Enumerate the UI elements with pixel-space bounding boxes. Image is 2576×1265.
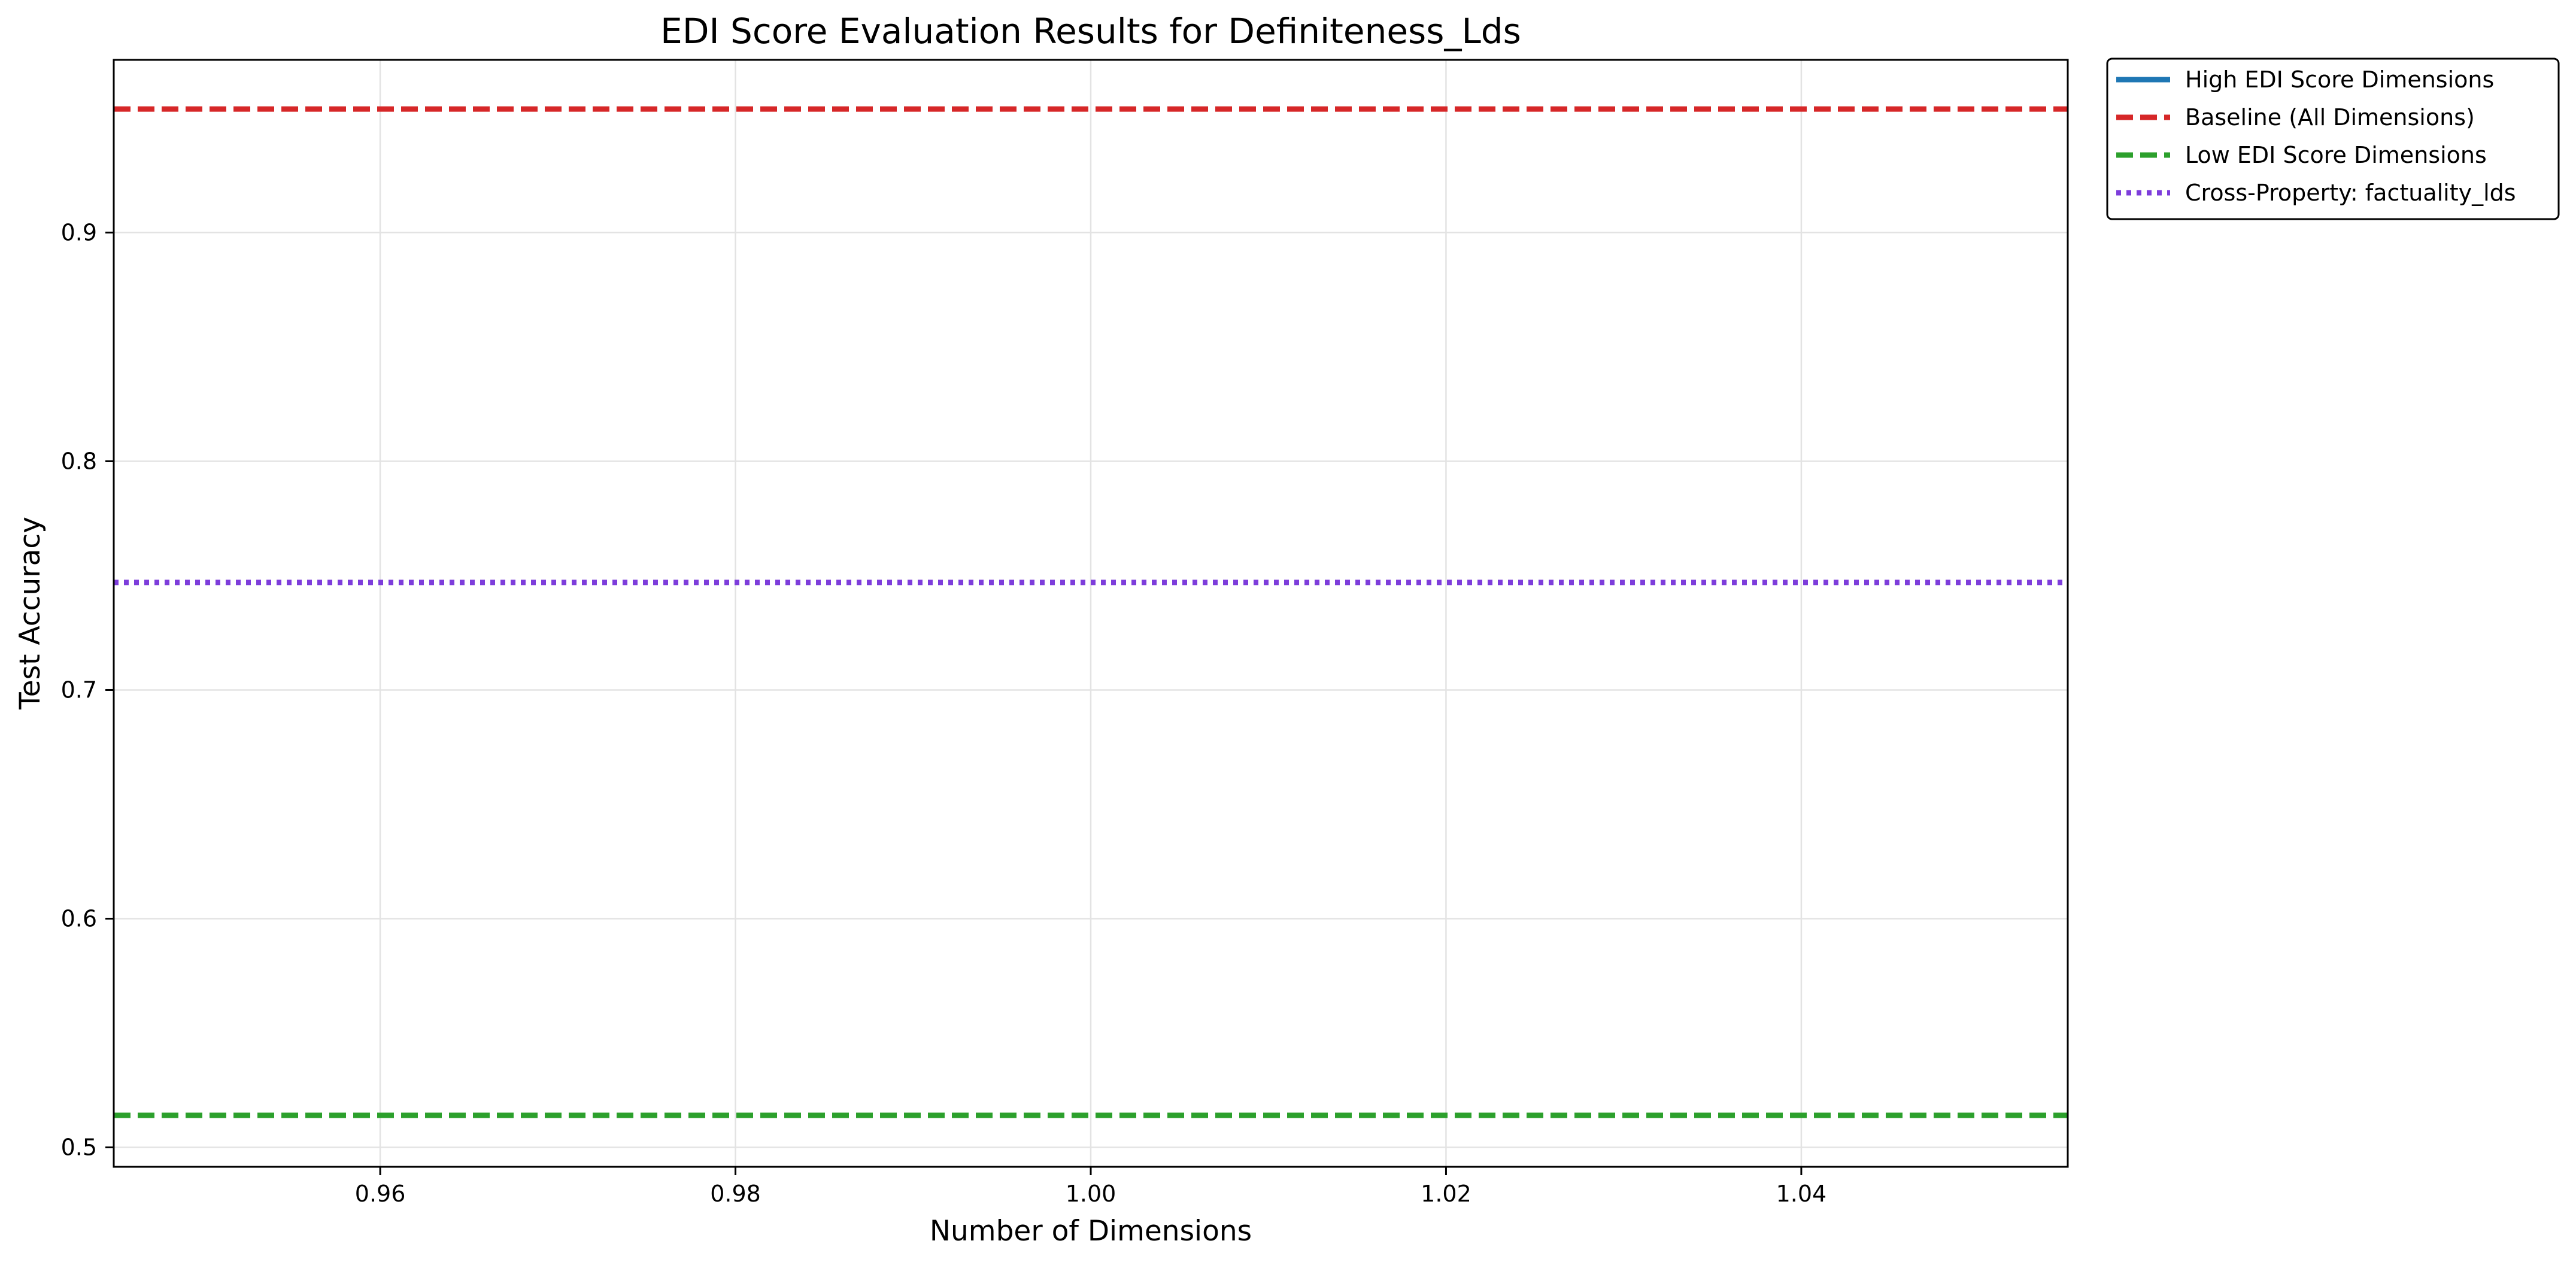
y-tick-label: 0.8	[61, 448, 97, 474]
y-tick-label: 0.7	[61, 677, 97, 703]
y-tick-label: 0.6	[61, 906, 97, 932]
axis-ticks: 0.96 0.98 1.00 1.02 1.04 0.5 0.6 0.7 0.8 0.9	[61, 219, 1827, 1207]
x-tick-label: 0.96	[355, 1181, 406, 1207]
legend-label: Baseline (All Dimensions)	[2185, 104, 2475, 131]
x-tick-label: 0.98	[710, 1181, 761, 1207]
y-axis-label: Test Accuracy	[14, 517, 47, 710]
y-tick-label: 0.9	[61, 219, 97, 245]
plot-series	[114, 106, 2068, 1118]
legend-label: High EDI Score Dimensions	[2185, 66, 2494, 93]
legend: High EDI Score Dimensions Baseline (All D…	[2106, 57, 2560, 220]
legend-label: Cross-Property: factuality_lds	[2185, 180, 2516, 206]
x-tick-label: 1.04	[1776, 1181, 1827, 1207]
legend-frame	[2106, 57, 2560, 220]
x-tick-label: 1.00	[1066, 1181, 1116, 1207]
x-axis-label: Number of Dimensions	[930, 1215, 1252, 1248]
chart-title: EDI Score Evaluation Results for Definit…	[660, 11, 1521, 51]
x-tick-label: 1.02	[1421, 1181, 1471, 1207]
grid	[114, 60, 2068, 1167]
y-tick-label: 0.5	[61, 1134, 97, 1161]
legend-label: Low EDI Score Dimensions	[2185, 142, 2487, 168]
